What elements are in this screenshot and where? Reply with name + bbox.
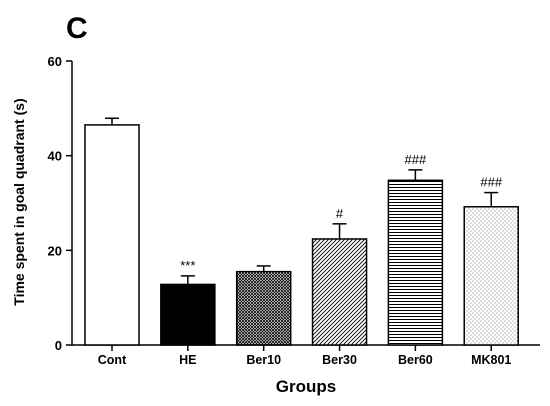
y-tick-label: 20: [48, 243, 62, 258]
bar-cont: [84, 124, 140, 346]
x-tick-label: Ber10: [246, 353, 281, 367]
bar-mk801: [463, 206, 519, 346]
bar-ber30: [311, 238, 368, 346]
bar-he: [160, 283, 216, 346]
significance-label: #: [336, 206, 344, 221]
x-tick-label: Cont: [98, 353, 127, 367]
panel-label: C: [66, 12, 88, 45]
x-axis-label: Groups: [276, 377, 336, 396]
x-tick-label: Ber30: [322, 353, 357, 367]
bar-ber60: [387, 179, 444, 346]
x-tick-label: HE: [179, 353, 196, 367]
y-tick-label: 0: [55, 338, 62, 353]
bar-ber10: [235, 270, 292, 346]
significance-label: ###: [480, 175, 502, 190]
x-tick-label: Ber60: [398, 353, 433, 367]
x-tick-label: MK801: [471, 353, 511, 367]
significance-label: ***: [180, 258, 195, 273]
significance-label: ###: [405, 152, 427, 167]
y-tick-label: 40: [48, 149, 62, 164]
y-tick-label: 60: [48, 54, 62, 69]
y-axis-label: Time spent in goal quadrant (s): [11, 98, 27, 305]
